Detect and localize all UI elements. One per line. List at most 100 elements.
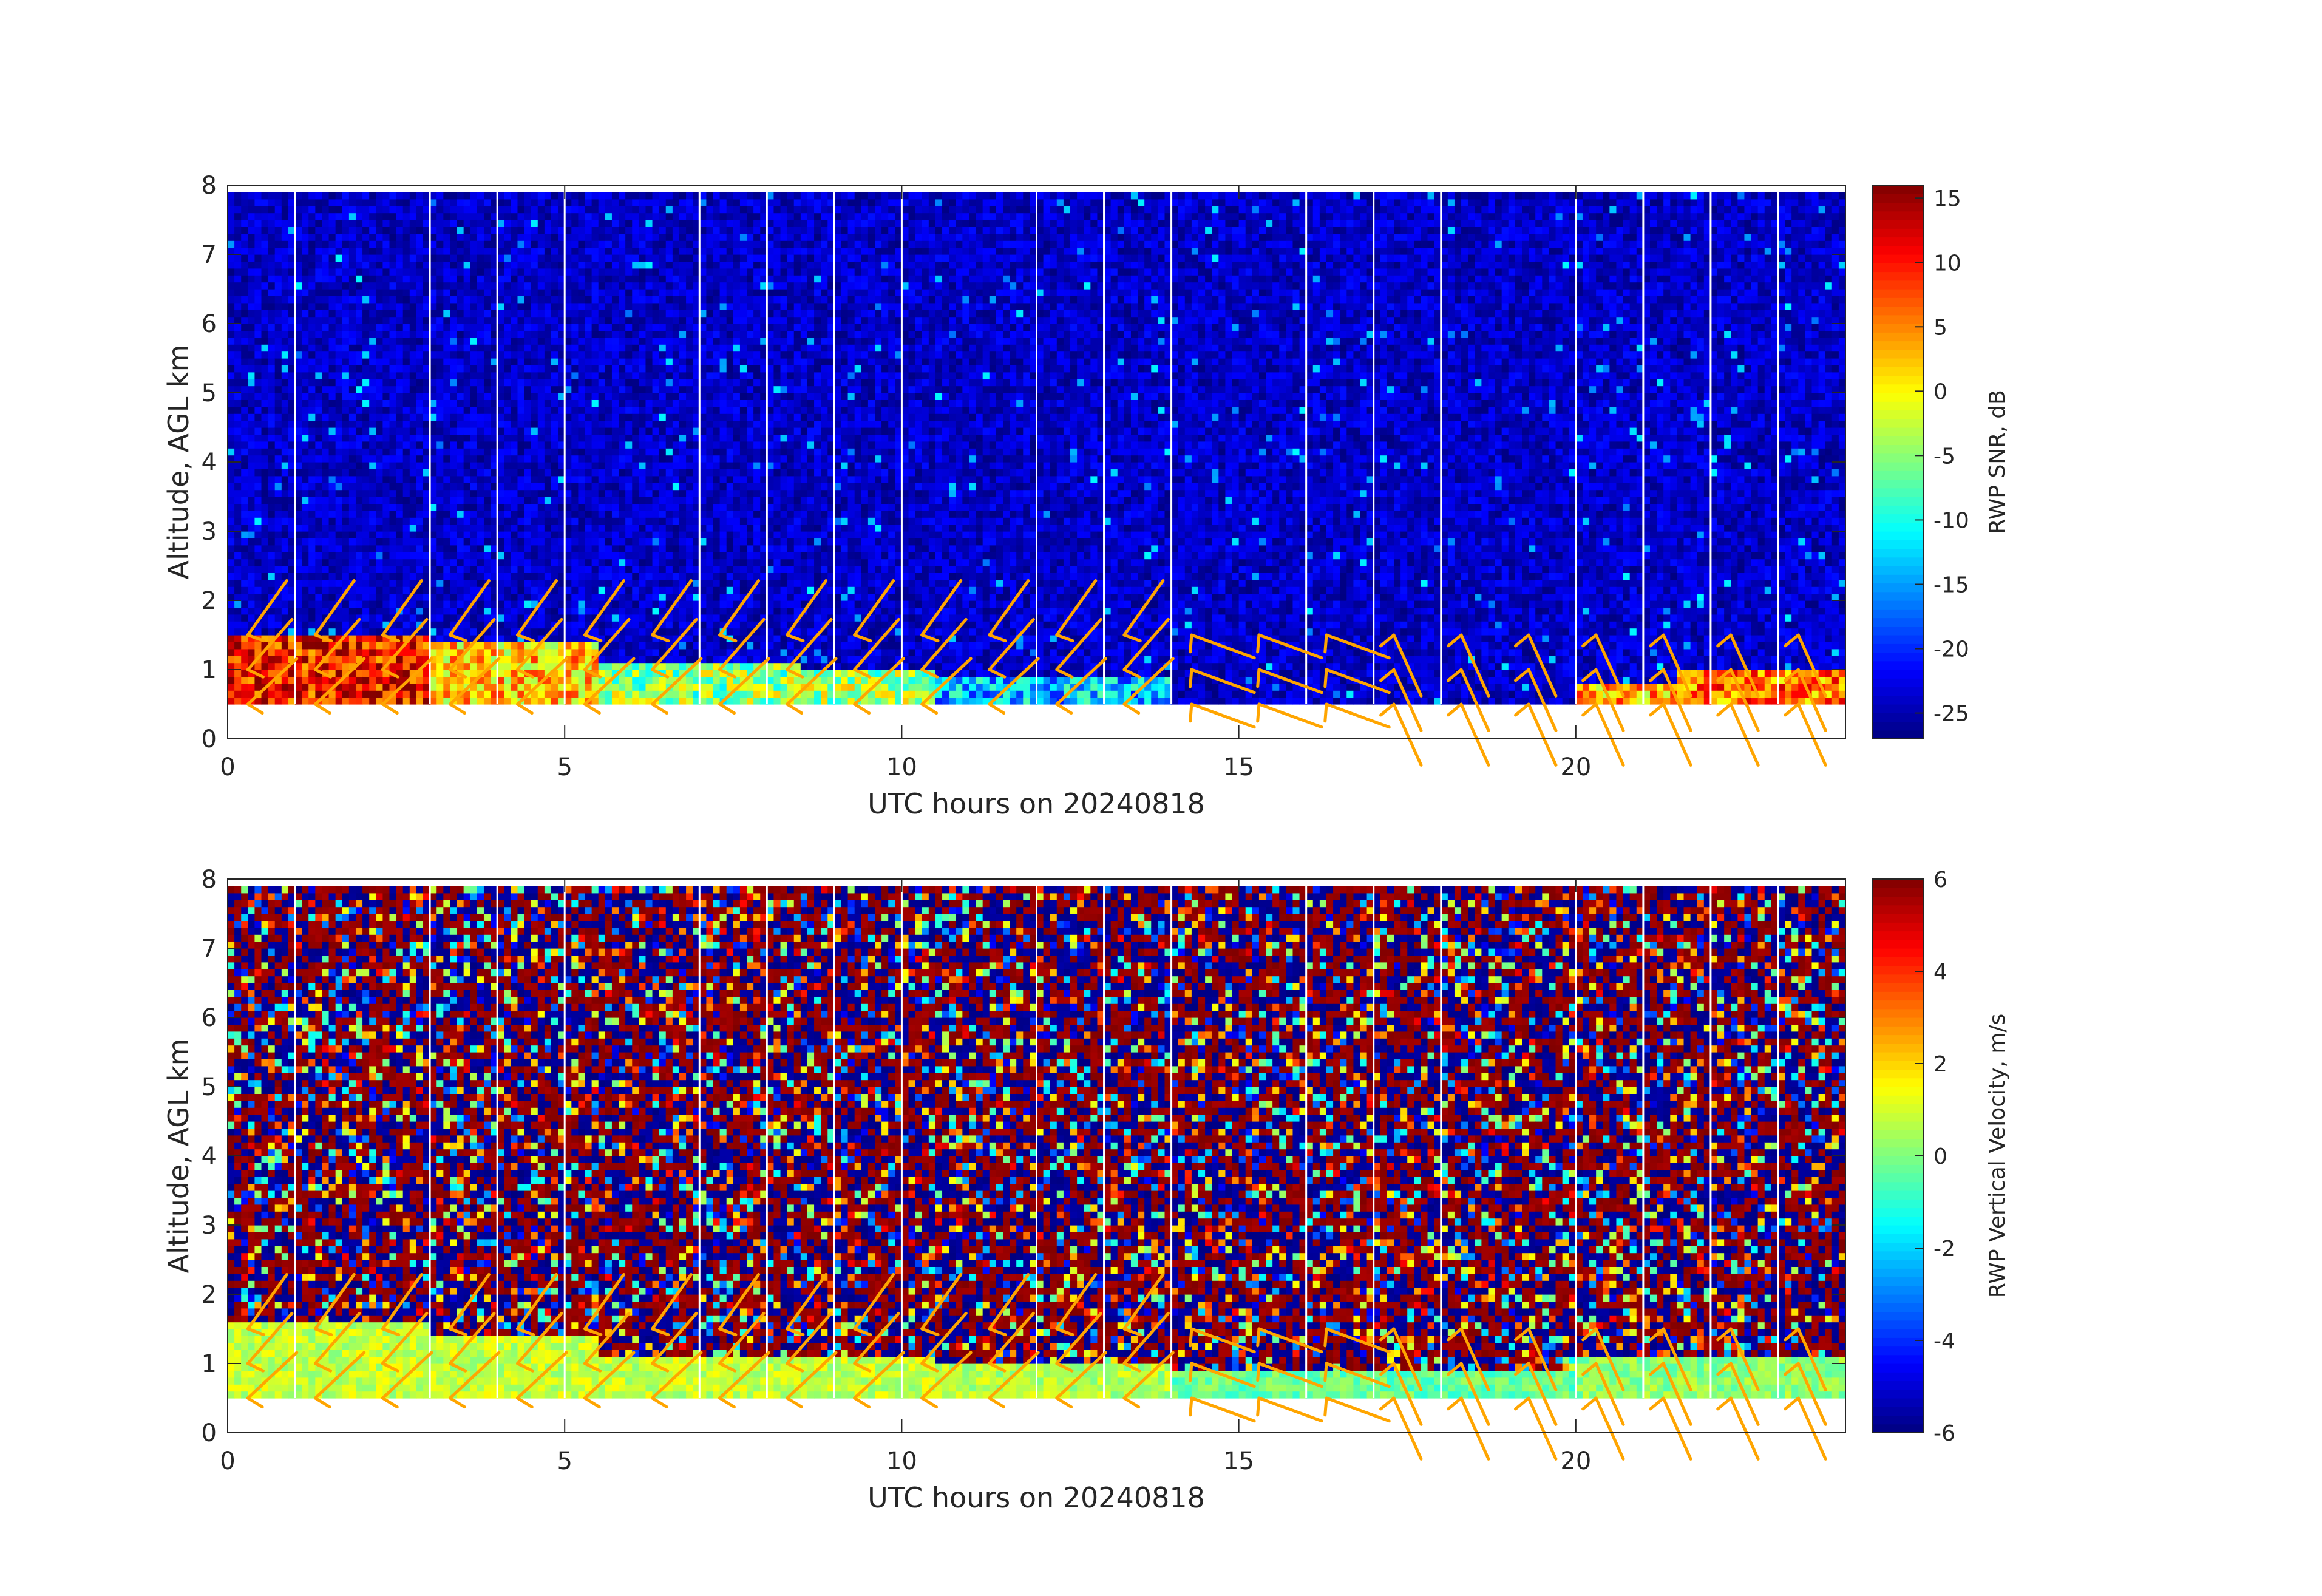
heatmap-cell — [329, 226, 336, 234]
heatmap-cell — [376, 386, 383, 393]
heatmap-cell — [403, 621, 410, 628]
heatmap-cell — [504, 483, 511, 490]
heatmap-cell — [511, 386, 518, 393]
heatmap-cell — [302, 586, 309, 594]
heatmap-cell — [295, 372, 302, 379]
heatmap-cell — [315, 372, 322, 379]
heatmap-cell — [228, 240, 235, 248]
heatmap-cell — [315, 649, 322, 656]
heatmap-cell — [282, 434, 289, 441]
heatmap-cell — [477, 338, 484, 345]
heatmap-cell — [329, 351, 336, 359]
heatmap-cell — [369, 372, 376, 379]
heatmap-cell — [282, 365, 289, 372]
heatmap-cell — [443, 379, 450, 386]
heatmap-cell — [382, 476, 390, 483]
heatmap-cell — [329, 358, 336, 365]
heatmap-cell — [464, 511, 471, 518]
heatmap-cell — [390, 511, 397, 518]
heatmap-cell — [308, 580, 316, 587]
heatmap-cell — [477, 580, 484, 587]
heatmap-cell — [396, 586, 404, 594]
heatmap-cell — [282, 296, 289, 303]
heatmap-cell — [356, 538, 363, 545]
heatmap-cell — [484, 517, 491, 525]
heatmap-cell — [369, 462, 376, 469]
heatmap-cell — [275, 372, 282, 379]
heatmap-cell — [369, 600, 376, 608]
heatmap-cell — [282, 358, 289, 365]
heatmap-cell — [302, 607, 309, 614]
heatmap-cell — [430, 490, 437, 497]
heatmap-cell — [464, 628, 471, 636]
heatmap-cell — [336, 538, 343, 545]
heatmap-cell — [450, 545, 457, 552]
heatmap-cell — [382, 483, 390, 490]
heatmap-cell — [484, 372, 491, 379]
heatmap-cell — [362, 676, 370, 684]
heatmap-cell — [477, 393, 484, 400]
heatmap-cell — [403, 441, 410, 449]
heatmap-cell — [241, 248, 248, 255]
heatmap-cell — [416, 358, 424, 365]
heatmap-cell — [376, 441, 383, 449]
heatmap-cell — [268, 199, 276, 206]
heatmap-cell — [497, 434, 504, 441]
heatmap-cell — [396, 490, 404, 497]
heatmap-cell — [241, 220, 248, 227]
heatmap-cell — [382, 192, 390, 199]
heatmap-cell — [443, 621, 450, 628]
heatmap-cell — [282, 490, 289, 497]
heatmap-cell — [369, 663, 376, 670]
heatmap-cell — [228, 248, 235, 255]
heatmap-cell — [450, 503, 457, 511]
heatmap-cell — [262, 199, 269, 206]
heatmap-cell — [362, 628, 370, 636]
heatmap-cell — [336, 407, 343, 414]
heatmap-cell — [504, 572, 511, 580]
heatmap-cell — [336, 525, 343, 532]
heatmap-cell — [234, 399, 242, 407]
heatmap-cell — [376, 448, 383, 455]
heatmap-cell — [403, 248, 410, 255]
heatmap-cell — [382, 338, 390, 345]
heatmap-cell — [329, 497, 336, 504]
heatmap-cell — [342, 324, 350, 331]
heatmap-cell — [268, 566, 276, 573]
heatmap-cell — [228, 330, 235, 338]
heatmap-cell — [464, 490, 471, 497]
heatmap-cell — [268, 213, 276, 220]
heatmap-cell — [410, 386, 417, 393]
heatmap-cell — [336, 656, 343, 663]
heatmap-cell — [315, 296, 322, 303]
heatmap-cell — [362, 199, 370, 206]
heatmap-cell — [517, 559, 524, 566]
heatmap-cell — [342, 289, 350, 296]
heatmap-cell — [376, 690, 383, 698]
heatmap-cell — [430, 427, 437, 435]
heatmap-cell — [484, 379, 491, 386]
heatmap-cell — [484, 497, 491, 504]
heatmap-cell — [295, 517, 302, 525]
heatmap-cell — [484, 386, 491, 393]
heatmap-cell — [416, 531, 424, 538]
heatmap-cell — [342, 344, 350, 351]
heatmap-cell — [450, 213, 457, 220]
heatmap-cell — [302, 213, 309, 220]
heatmap-cell — [497, 330, 504, 338]
heatmap-cell — [457, 462, 464, 469]
heatmap-cell — [228, 566, 235, 573]
heatmap-cell — [302, 441, 309, 449]
heatmap-cell — [275, 192, 282, 199]
heatmap-cell — [416, 240, 424, 248]
heatmap-cell — [262, 344, 269, 351]
heatmap-cell — [268, 490, 276, 497]
heatmap-cell — [376, 248, 383, 255]
heatmap-cell — [382, 517, 390, 525]
heatmap-cell — [268, 656, 276, 663]
heatmap-cell — [504, 511, 511, 518]
heatmap-cell — [302, 296, 309, 303]
heatmap-cell — [504, 656, 511, 663]
heatmap-cell — [356, 393, 363, 400]
heatmap-cell — [504, 199, 511, 206]
